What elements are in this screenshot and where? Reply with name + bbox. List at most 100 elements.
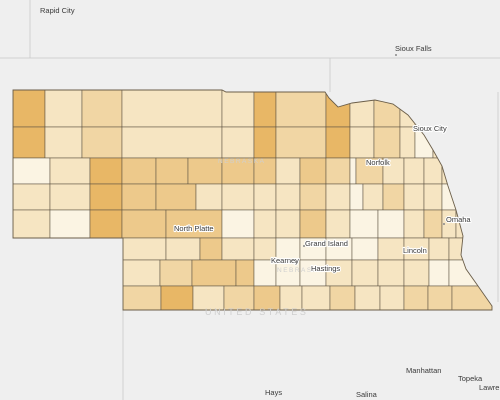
county-r5-c11[interactable] [349,209,379,239]
county-r5-c1[interactable] [13,209,51,239]
county-r3-c11[interactable] [325,157,351,185]
county-r8-c12[interactable] [427,285,453,310]
county-r3-c4[interactable] [121,157,157,185]
county-r4-c3[interactable] [89,183,123,211]
county-r1-c7[interactable] [275,90,327,128]
county-r2-c2[interactable] [44,126,83,159]
county-r3-c1[interactable] [13,157,51,185]
county-r4-c12[interactable] [349,183,364,211]
county-r3-c6[interactable] [187,157,223,185]
county-r3-c3[interactable] [89,157,123,185]
county-r7-c9[interactable] [351,259,379,287]
county-r5-c8[interactable] [275,209,301,239]
county-r5-c13[interactable] [403,209,425,239]
county-r4-c5[interactable] [155,183,197,211]
county-r2-c7[interactable] [275,126,327,159]
county-r8-c5[interactable] [253,285,281,310]
county-r6-c1[interactable] [121,237,167,261]
county-r4-c9[interactable] [275,183,301,211]
county-r7-c1[interactable] [121,259,161,287]
county-r8-c2[interactable] [160,285,194,310]
county-r7-c7[interactable] [299,259,327,287]
county-r1-c5[interactable] [221,90,255,128]
county-r4-c15[interactable] [403,183,425,211]
county-r5-c7[interactable] [253,209,277,239]
county-r3-c12[interactable] [349,157,357,185]
city-label-topeka: Topeka [458,374,483,383]
county-r1-c1[interactable] [13,90,46,128]
county-r7-c3[interactable] [191,259,237,287]
county-r2-c1[interactable] [13,126,46,159]
county-r5-c6[interactable] [221,209,255,239]
county-r2-c6[interactable] [253,126,277,159]
city-label-sioux-city: Sioux City [413,124,447,133]
county-r1-c4[interactable] [121,90,223,128]
county-r4-c16[interactable] [423,183,443,211]
county-r4-c13[interactable] [362,183,384,211]
city-label-kearney: Kearney [271,256,299,265]
county-r5-c10[interactable] [325,209,351,239]
state-watermark: NEBRASKA [218,158,265,165]
county-r6-c13[interactable] [448,237,464,261]
county-r4-c7[interactable] [221,183,255,211]
county-r3-c10[interactable] [299,157,327,185]
county-r6-c10[interactable] [377,237,405,261]
county-r3-c7[interactable] [221,157,255,185]
county-r2-c3[interactable] [81,126,123,159]
county-r7-c11[interactable] [403,259,430,287]
county-r3-c15[interactable] [403,157,425,185]
county-r2-c8[interactable] [325,126,351,159]
country-watermark: UNITED STATES [205,307,308,317]
county-r8-c1[interactable] [121,285,162,310]
county-r1-c6[interactable] [253,90,277,128]
county-r5-c14[interactable] [423,209,443,239]
county-r6-c12[interactable] [428,237,450,261]
county-r6-c9[interactable] [351,237,379,261]
county-r2-c5[interactable] [221,126,255,159]
county-r8-c8[interactable] [329,285,356,310]
city-label-grand-island: Grand Island [305,239,348,248]
county-r8-c10[interactable] [379,285,405,310]
county-r4-c2[interactable] [49,183,91,211]
city-label-rapid-city: Rapid City [40,6,75,15]
county-r4-c1[interactable] [13,183,51,211]
county-r4-c14[interactable] [382,183,405,211]
county-r5-c2[interactable] [49,209,91,239]
county-r4-c6[interactable] [195,183,223,211]
county-r7-c8[interactable] [325,259,353,287]
county-r1-c2[interactable] [44,90,83,128]
county-r5-c3[interactable] [89,209,123,239]
county-r4-c10[interactable] [299,183,327,211]
county-r2-c9[interactable] [349,126,375,159]
county-r1-c3[interactable] [81,90,123,128]
county-r8-c7[interactable] [301,285,331,310]
county-r4-c11[interactable] [325,183,351,211]
county-r5-c5[interactable] [165,209,223,239]
county-r6-c3[interactable] [199,237,223,261]
county-r5-c4[interactable] [121,209,167,239]
county-r4-c8[interactable] [253,183,277,211]
county-r7-c6[interactable] [275,259,301,287]
county-r3-c2[interactable] [49,157,91,185]
county-r2-c4[interactable] [121,126,223,159]
county-r7-c12[interactable] [428,259,450,287]
city-label-omaha: Omaha [446,215,471,224]
county-r2-c10[interactable] [373,126,401,159]
city-markers [295,54,445,263]
county-r5-c9[interactable] [299,209,327,239]
county-r8-c11[interactable] [403,285,429,310]
county-r6-c2[interactable] [165,237,201,261]
county-r7-c2[interactable] [159,259,193,287]
county-r5-c12[interactable] [377,209,405,239]
county-r7-c10[interactable] [377,259,405,287]
county-polygons[interactable] [13,90,492,310]
city-label-hastings: Hastings [311,264,340,273]
county-r4-c4[interactable] [121,183,157,211]
county-r3-c9[interactable] [275,157,301,185]
county-r8-c9[interactable] [354,285,381,310]
county-r7-c4[interactable] [235,259,255,287]
county-r6-c4[interactable] [221,237,255,261]
county-r3-c5[interactable] [155,157,189,185]
